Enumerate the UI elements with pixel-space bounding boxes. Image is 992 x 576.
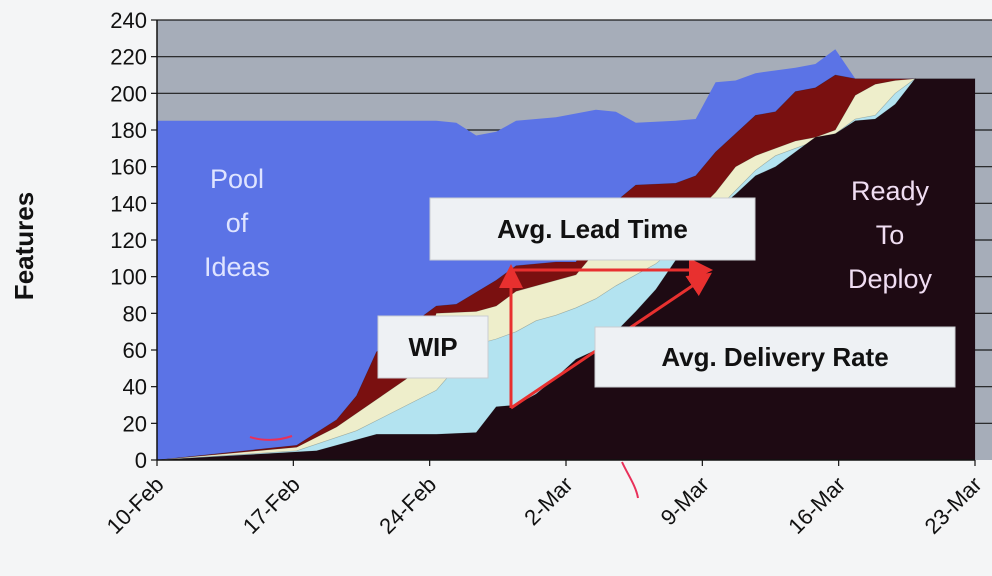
y-tick-label: 180 xyxy=(110,118,147,143)
y-tick-label: 40 xyxy=(123,375,147,400)
y-tick-label: 200 xyxy=(110,81,147,106)
area-labels: Pool of Ideas Ready To Deploy xyxy=(204,164,933,294)
y-tick-label: 80 xyxy=(123,301,147,326)
x-tick-label: 2-Mar xyxy=(519,472,577,530)
y-tick-label: 120 xyxy=(110,228,147,253)
y-tick-label: 60 xyxy=(123,338,147,363)
pool-of-ideas-label: Ideas xyxy=(204,252,270,282)
ink-mark xyxy=(621,461,639,499)
pool-of-ideas-label: of xyxy=(226,208,249,238)
x-tick-label: 24-Feb xyxy=(374,472,441,539)
x-tick-label: 9-Mar xyxy=(656,472,714,530)
lead-box-label: Avg. Lead Time xyxy=(497,214,688,244)
y-tick-label: 100 xyxy=(110,265,147,290)
y-tick-label: 220 xyxy=(110,45,147,70)
lead-box xyxy=(429,197,756,261)
rate-box xyxy=(594,326,956,388)
ready-to-deploy-label: Deploy xyxy=(848,264,933,294)
y-tick-label: 240 xyxy=(110,8,147,33)
y-axis-label: Features xyxy=(9,192,39,300)
y-tick-label: 0 xyxy=(135,448,147,473)
y-axis: 0 20 40 60 80 100 120 140 160 180 200 220 240 xyxy=(110,8,158,473)
y-tick-label: 20 xyxy=(123,411,147,436)
x-tick-label: 16-Mar xyxy=(783,472,850,539)
ready-to-deploy-label: To xyxy=(876,220,905,250)
x-axis: 10-Feb 17-Feb 24-Feb 2-Mar 9-Mar 16-Mar 23-Mar xyxy=(102,459,987,539)
rate-box-label: Avg. Delivery Rate xyxy=(661,342,888,372)
wip-box xyxy=(377,315,489,379)
annotation-boxes: Avg. Lead Time WIP Avg. Delivery Rate xyxy=(377,197,956,388)
ink-mark xyxy=(249,435,293,441)
x-tick-label: 10-Feb xyxy=(102,472,169,539)
wip-box-label: WIP xyxy=(408,332,457,362)
pool-of-ideas-label: Pool xyxy=(210,164,264,194)
y-tick-label: 160 xyxy=(110,155,147,180)
y-tick-label: 140 xyxy=(110,191,147,216)
ready-to-deploy-label: Ready xyxy=(851,176,930,206)
x-tick-label: 17-Feb xyxy=(238,472,305,539)
x-tick-label: 23-Mar xyxy=(920,472,987,539)
